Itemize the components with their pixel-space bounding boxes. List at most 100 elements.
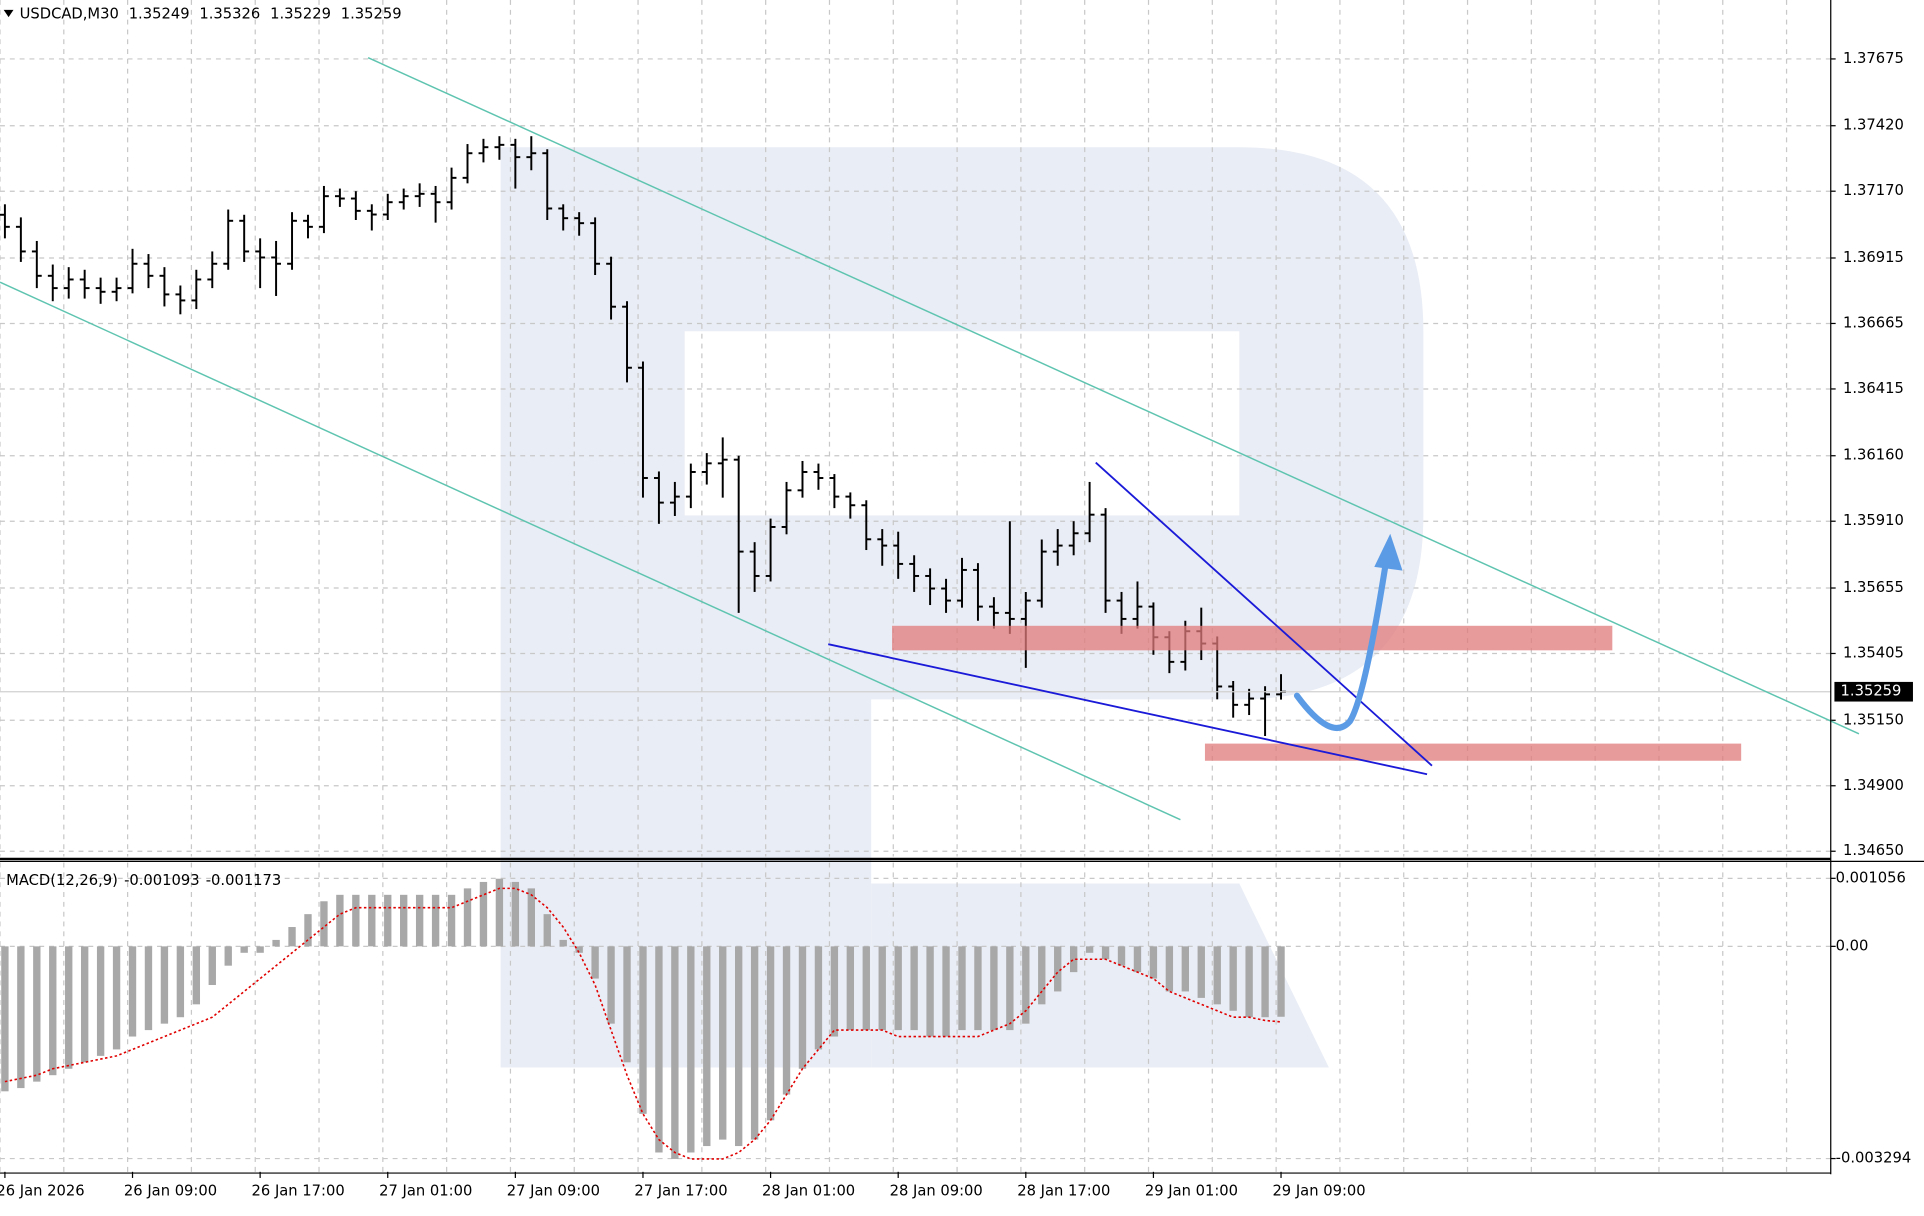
macd-bar — [288, 927, 296, 947]
macd-bar — [511, 881, 520, 947]
macd-bar — [1054, 946, 1062, 992]
macd-bar — [400, 894, 408, 947]
y-tick-label: 1.35910 — [1843, 512, 1904, 529]
y-tick-label: 1.37420 — [1843, 117, 1904, 134]
macd-bar — [256, 946, 264, 953]
x-tick-label: 29 Jan 01:00 — [1145, 1182, 1238, 1199]
y-tick-label: 0.001056 — [1836, 869, 1906, 886]
macd-bar — [1245, 946, 1253, 1018]
y-tick-label: 1.35150 — [1843, 711, 1904, 728]
y-tick-label: 0.00 — [1836, 937, 1869, 954]
macd-bar — [224, 946, 232, 966]
header-open: 1.35249 — [129, 6, 190, 23]
macd-bar — [1197, 946, 1205, 998]
forecast-arrow — [1293, 555, 1390, 731]
wedge-line — [828, 643, 1428, 776]
macd-bar — [926, 946, 934, 1037]
macd-bar — [958, 946, 966, 1031]
channel-line — [367, 57, 1860, 735]
macd-bar — [1085, 946, 1094, 953]
macd-bar — [479, 881, 488, 947]
macd-bar — [846, 946, 855, 1031]
macd-bar — [527, 888, 535, 947]
macd-bar — [431, 894, 440, 947]
macd-bar — [304, 914, 312, 947]
macd-bar — [782, 946, 791, 1095]
wedge-line — [1095, 461, 1433, 767]
chart-header: USDCAD,M30 1.35249 1.35326 1.35229 1.35259 — [20, 6, 402, 23]
macd-bar — [80, 946, 89, 1063]
macd-bar — [112, 946, 121, 1050]
macd-bar — [320, 901, 328, 947]
header-low: 1.35229 — [270, 6, 331, 23]
macd-bar — [368, 894, 376, 947]
forecast-arrow-head — [1374, 533, 1403, 571]
indicator-header: MACD(12,26,9) -0.001093 -0.001173 — [6, 872, 281, 889]
macd-bar — [575, 946, 583, 953]
macd-bar — [1022, 946, 1030, 1024]
macd-bar — [336, 894, 344, 947]
macd-bar — [192, 946, 201, 1005]
macd-bar — [591, 946, 599, 979]
macd-bar — [687, 946, 695, 1153]
macd-bar — [160, 946, 169, 1024]
macd-bar — [17, 946, 25, 1089]
x-tick-label: 26 Jan 09:00 — [124, 1182, 217, 1199]
macd-bar — [974, 946, 982, 1031]
macd-bar — [862, 946, 870, 1031]
y-tick-label: 1.37675 — [1843, 50, 1904, 67]
macd-bar — [894, 946, 902, 1031]
y-tick-label: 1.34900 — [1843, 777, 1904, 794]
macd-bar — [144, 946, 153, 1031]
macd-bar — [623, 946, 631, 1063]
macd-bar — [639, 946, 647, 1114]
header-high: 1.35326 — [199, 6, 260, 23]
y-tick-label: -0.003294 — [1836, 1150, 1912, 1167]
macd-bar — [1149, 946, 1158, 979]
price-label-bg — [1834, 681, 1913, 702]
macd-bar — [559, 939, 567, 947]
macd-bar — [1277, 946, 1285, 1017]
macd-bar — [65, 946, 73, 1069]
y-tick-label: 1.37170 — [1843, 182, 1904, 199]
macd-bar — [703, 946, 711, 1147]
x-tick-label: 26 Jan 2026 — [0, 1182, 85, 1199]
macd-bar — [1069, 946, 1078, 973]
macd-bar — [990, 946, 998, 1031]
macd-bar — [942, 946, 950, 1037]
macd-bar — [671, 946, 679, 1159]
macd-bar — [495, 878, 504, 947]
header-name: MACD(12,26,9) — [6, 872, 118, 889]
header-close: 1.35259 — [341, 6, 402, 23]
macd-bar — [830, 946, 839, 1037]
macd-bar — [1101, 946, 1110, 960]
macd-bar — [1165, 946, 1174, 992]
y-tick-label: 1.35655 — [1843, 579, 1904, 596]
y-tick-label: 1.36665 — [1843, 314, 1904, 331]
macd-bar — [415, 894, 424, 947]
macd-bar — [447, 894, 456, 947]
y-tick-label: 1.36915 — [1843, 249, 1904, 266]
macd-bar — [766, 946, 775, 1121]
macd-bar — [1229, 946, 1237, 1011]
macd-bar — [272, 939, 280, 947]
macd-bar — [1181, 946, 1190, 992]
x-tick-label: 26 Jan 17:00 — [252, 1182, 345, 1199]
macd-bar — [240, 946, 248, 953]
macd-bar — [734, 946, 743, 1147]
macd-bar — [208, 946, 216, 986]
header-arrow — [3, 9, 14, 18]
macd-bar — [352, 894, 360, 947]
macd-bar — [1038, 946, 1046, 1005]
macd-bar — [878, 946, 886, 1031]
resistance-zone — [892, 625, 1613, 651]
y-tick-label: 1.35405 — [1843, 644, 1904, 661]
y-tick-label: 1.36160 — [1843, 447, 1904, 464]
x-tick-label: 27 Jan 17:00 — [634, 1182, 727, 1199]
macd-bar — [719, 946, 727, 1140]
y-tick-label: 1.36415 — [1843, 380, 1904, 397]
current-price: 1.35259 — [1841, 683, 1902, 700]
header-symbol: USDCAD,M30 — [20, 6, 119, 23]
